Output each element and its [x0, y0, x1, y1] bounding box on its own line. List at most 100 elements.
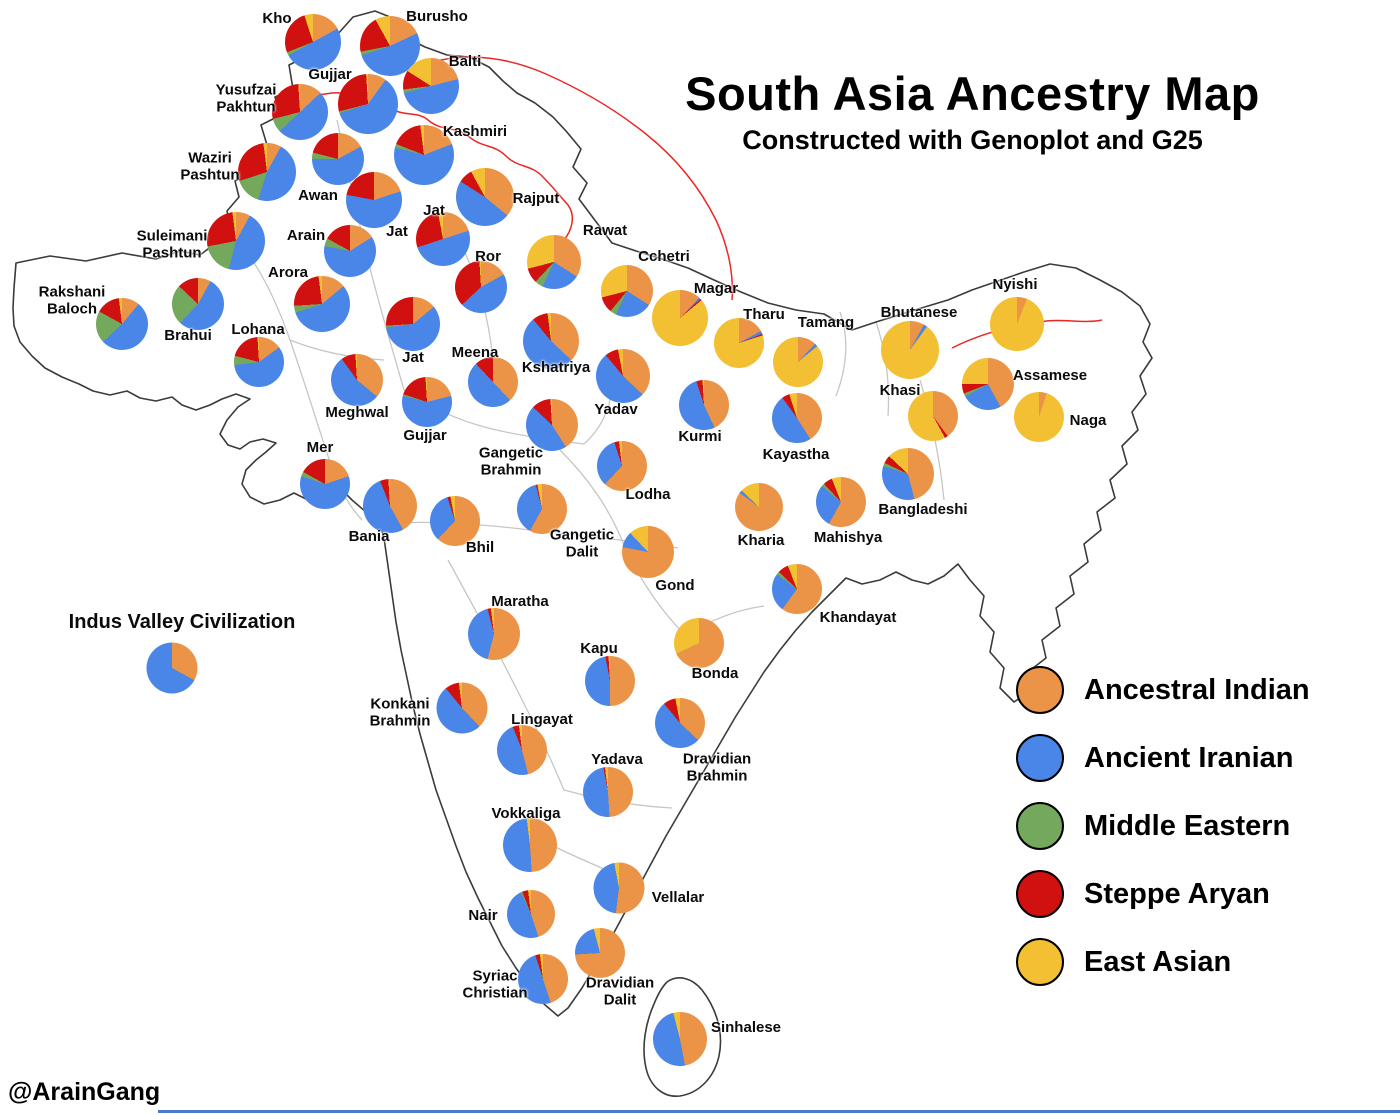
pie-konkani-brahmin — [436, 682, 488, 734]
mainland-outline — [12, 10, 1153, 1017]
pie-label-kshatriya: Kshatriya — [521, 358, 591, 376]
pie-gangetic-dalit — [517, 484, 567, 534]
pie-gujjar-rajasthan — [402, 377, 452, 427]
pie-label-lodha: Lodha — [625, 485, 671, 503]
pie-awan — [312, 133, 364, 185]
pie-vokkaliga — [503, 818, 557, 872]
pie-tamang — [773, 337, 823, 387]
pie-maratha — [468, 608, 520, 660]
pie-kshatriya — [523, 313, 579, 369]
map-title: South Asia Ancestry Map — [685, 67, 1260, 120]
legend-swatch-east-asian — [1016, 938, 1064, 986]
sri-lanka-outline — [643, 977, 722, 1097]
pie-label-konkani-brahmin: Konkani Brahmin — [369, 695, 431, 729]
pie-label-brahui: Brahui — [164, 326, 212, 344]
legend-label-middle-eastern: Middle Eastern — [1084, 809, 1291, 842]
pie-lohana — [234, 337, 284, 387]
pie-gond — [622, 526, 674, 578]
pie-rawat — [527, 235, 581, 289]
pie-label-gujjar-rajasthan: Gujjar — [403, 426, 447, 444]
pie-mahishya — [816, 477, 866, 527]
legend-swatch-ancestral-indian — [1016, 666, 1064, 714]
pie-kapu — [585, 656, 635, 706]
pie-label-meena: Meena — [451, 343, 499, 361]
pie-meghwal — [331, 354, 383, 406]
pie-dravidian-brahmin — [655, 698, 705, 748]
pie-label-magar: Magar — [693, 279, 739, 297]
pie-bania — [363, 479, 417, 533]
pie-label-khandayat: Khandayat — [819, 608, 897, 626]
pie-kayastha — [772, 393, 822, 443]
pie-label-yusufzai-pakhtun: Yusufzai Pakhtun — [215, 81, 277, 115]
pie-arora — [294, 276, 350, 332]
pie-gangetic-brahmin — [526, 399, 578, 451]
legend-item-middle-eastern: Middle Eastern — [1016, 800, 1310, 852]
pie-kurmi — [679, 380, 729, 430]
pie-bhil — [430, 496, 480, 546]
pie-mer — [300, 459, 350, 509]
pie-label-tharu: Tharu — [743, 305, 785, 323]
map-subtitle: Constructed with Genoplot and G25 — [742, 125, 1203, 155]
pie-tharu — [714, 318, 764, 368]
watermark: @ArainGang — [8, 1078, 161, 1106]
pie-yadav — [596, 349, 650, 403]
legend-item-steppe-aryan: Steppe Aryan — [1016, 868, 1310, 920]
pie-label-cchetri: Cchetri — [638, 247, 690, 265]
pie-yadava — [583, 767, 633, 817]
legend-swatch-steppe-aryan — [1016, 870, 1064, 918]
pie-label-kurmi: Kurmi — [678, 427, 722, 445]
pie-label-lingayat: Lingayat — [511, 710, 573, 728]
pie-nyishi — [990, 297, 1044, 351]
pie-label-waziri-pashtun: Waziri Pashtun — [180, 149, 240, 183]
pie-label-awan: Awan — [298, 186, 338, 204]
pie-arain — [324, 225, 376, 277]
pie-ror — [455, 261, 507, 313]
pie-label-gangetic-dalit: Gangetic Dalit — [549, 526, 615, 560]
pie-label-vellalar: Vellalar — [651, 888, 705, 906]
pie-magar — [652, 290, 708, 346]
pie-indus-valley-civilization — [146, 642, 198, 694]
pie-label-bangladeshi: Bangladeshi — [878, 500, 968, 518]
pie-label-kapu: Kapu — [580, 639, 618, 657]
pie-kho — [285, 14, 341, 70]
pie-brahui — [172, 278, 224, 330]
legend: Ancestral Indian Ancient Iranian Middle Ea… — [1016, 664, 1310, 1004]
pie-label-vokkaliga: Vokkaliga — [491, 804, 561, 822]
pie-label-kharia: Kharia — [737, 531, 785, 549]
pie-label-balti: Balti — [448, 52, 482, 70]
pie-lodha — [597, 441, 647, 491]
pie-label-arora: Arora — [267, 263, 309, 281]
pie-label-syriac-christian: Syriac Christian — [462, 967, 528, 1001]
legend-swatch-ancient-iranian — [1016, 734, 1064, 782]
pie-label-bhil: Bhil — [465, 538, 495, 556]
pie-rakshani-baloch — [96, 298, 148, 350]
legend-label-ancient-iranian: Ancient Iranian — [1084, 741, 1294, 774]
pie-label-lohana: Lohana — [231, 320, 285, 338]
pie-label-gangetic-brahmin: Gangetic Brahmin — [478, 444, 544, 478]
pie-assamese — [962, 358, 1014, 410]
pie-label-rajput: Rajput — [512, 189, 560, 207]
pie-suleimani-pashtun — [207, 212, 265, 270]
pie-balti — [403, 58, 459, 114]
pie-label-bania: Bania — [348, 527, 390, 545]
pie-label-kho: Kho — [262, 9, 292, 27]
bottom-border-line — [158, 1110, 1400, 1113]
pie-label-arain: Arain — [286, 226, 326, 244]
pie-label-kayastha: Kayastha — [762, 445, 830, 463]
pie-label-gond: Gond — [655, 576, 695, 594]
pie-jat-haryana — [416, 212, 470, 266]
pie-label-yadav: Yadav — [594, 400, 638, 418]
pie-naga — [1014, 392, 1064, 442]
pie-sinhalese — [653, 1012, 707, 1066]
pie-label-dravidian-dalit: Dravidian Dalit — [585, 974, 655, 1008]
pie-label-indus-valley-civilization: Indus Valley Civilization — [68, 611, 296, 633]
pie-bhutanese — [881, 321, 939, 379]
pie-label-sinhalese: Sinhalese — [710, 1018, 782, 1036]
pie-label-assamese: Assamese — [1012, 366, 1088, 384]
country-outline — [12, 10, 1153, 1097]
pie-label-rakshani-baloch: Rakshani Baloch — [38, 283, 106, 317]
pie-label-yadava: Yadava — [591, 750, 643, 768]
pie-label-nyishi: Nyishi — [992, 275, 1038, 293]
pie-lingayat — [497, 725, 547, 775]
